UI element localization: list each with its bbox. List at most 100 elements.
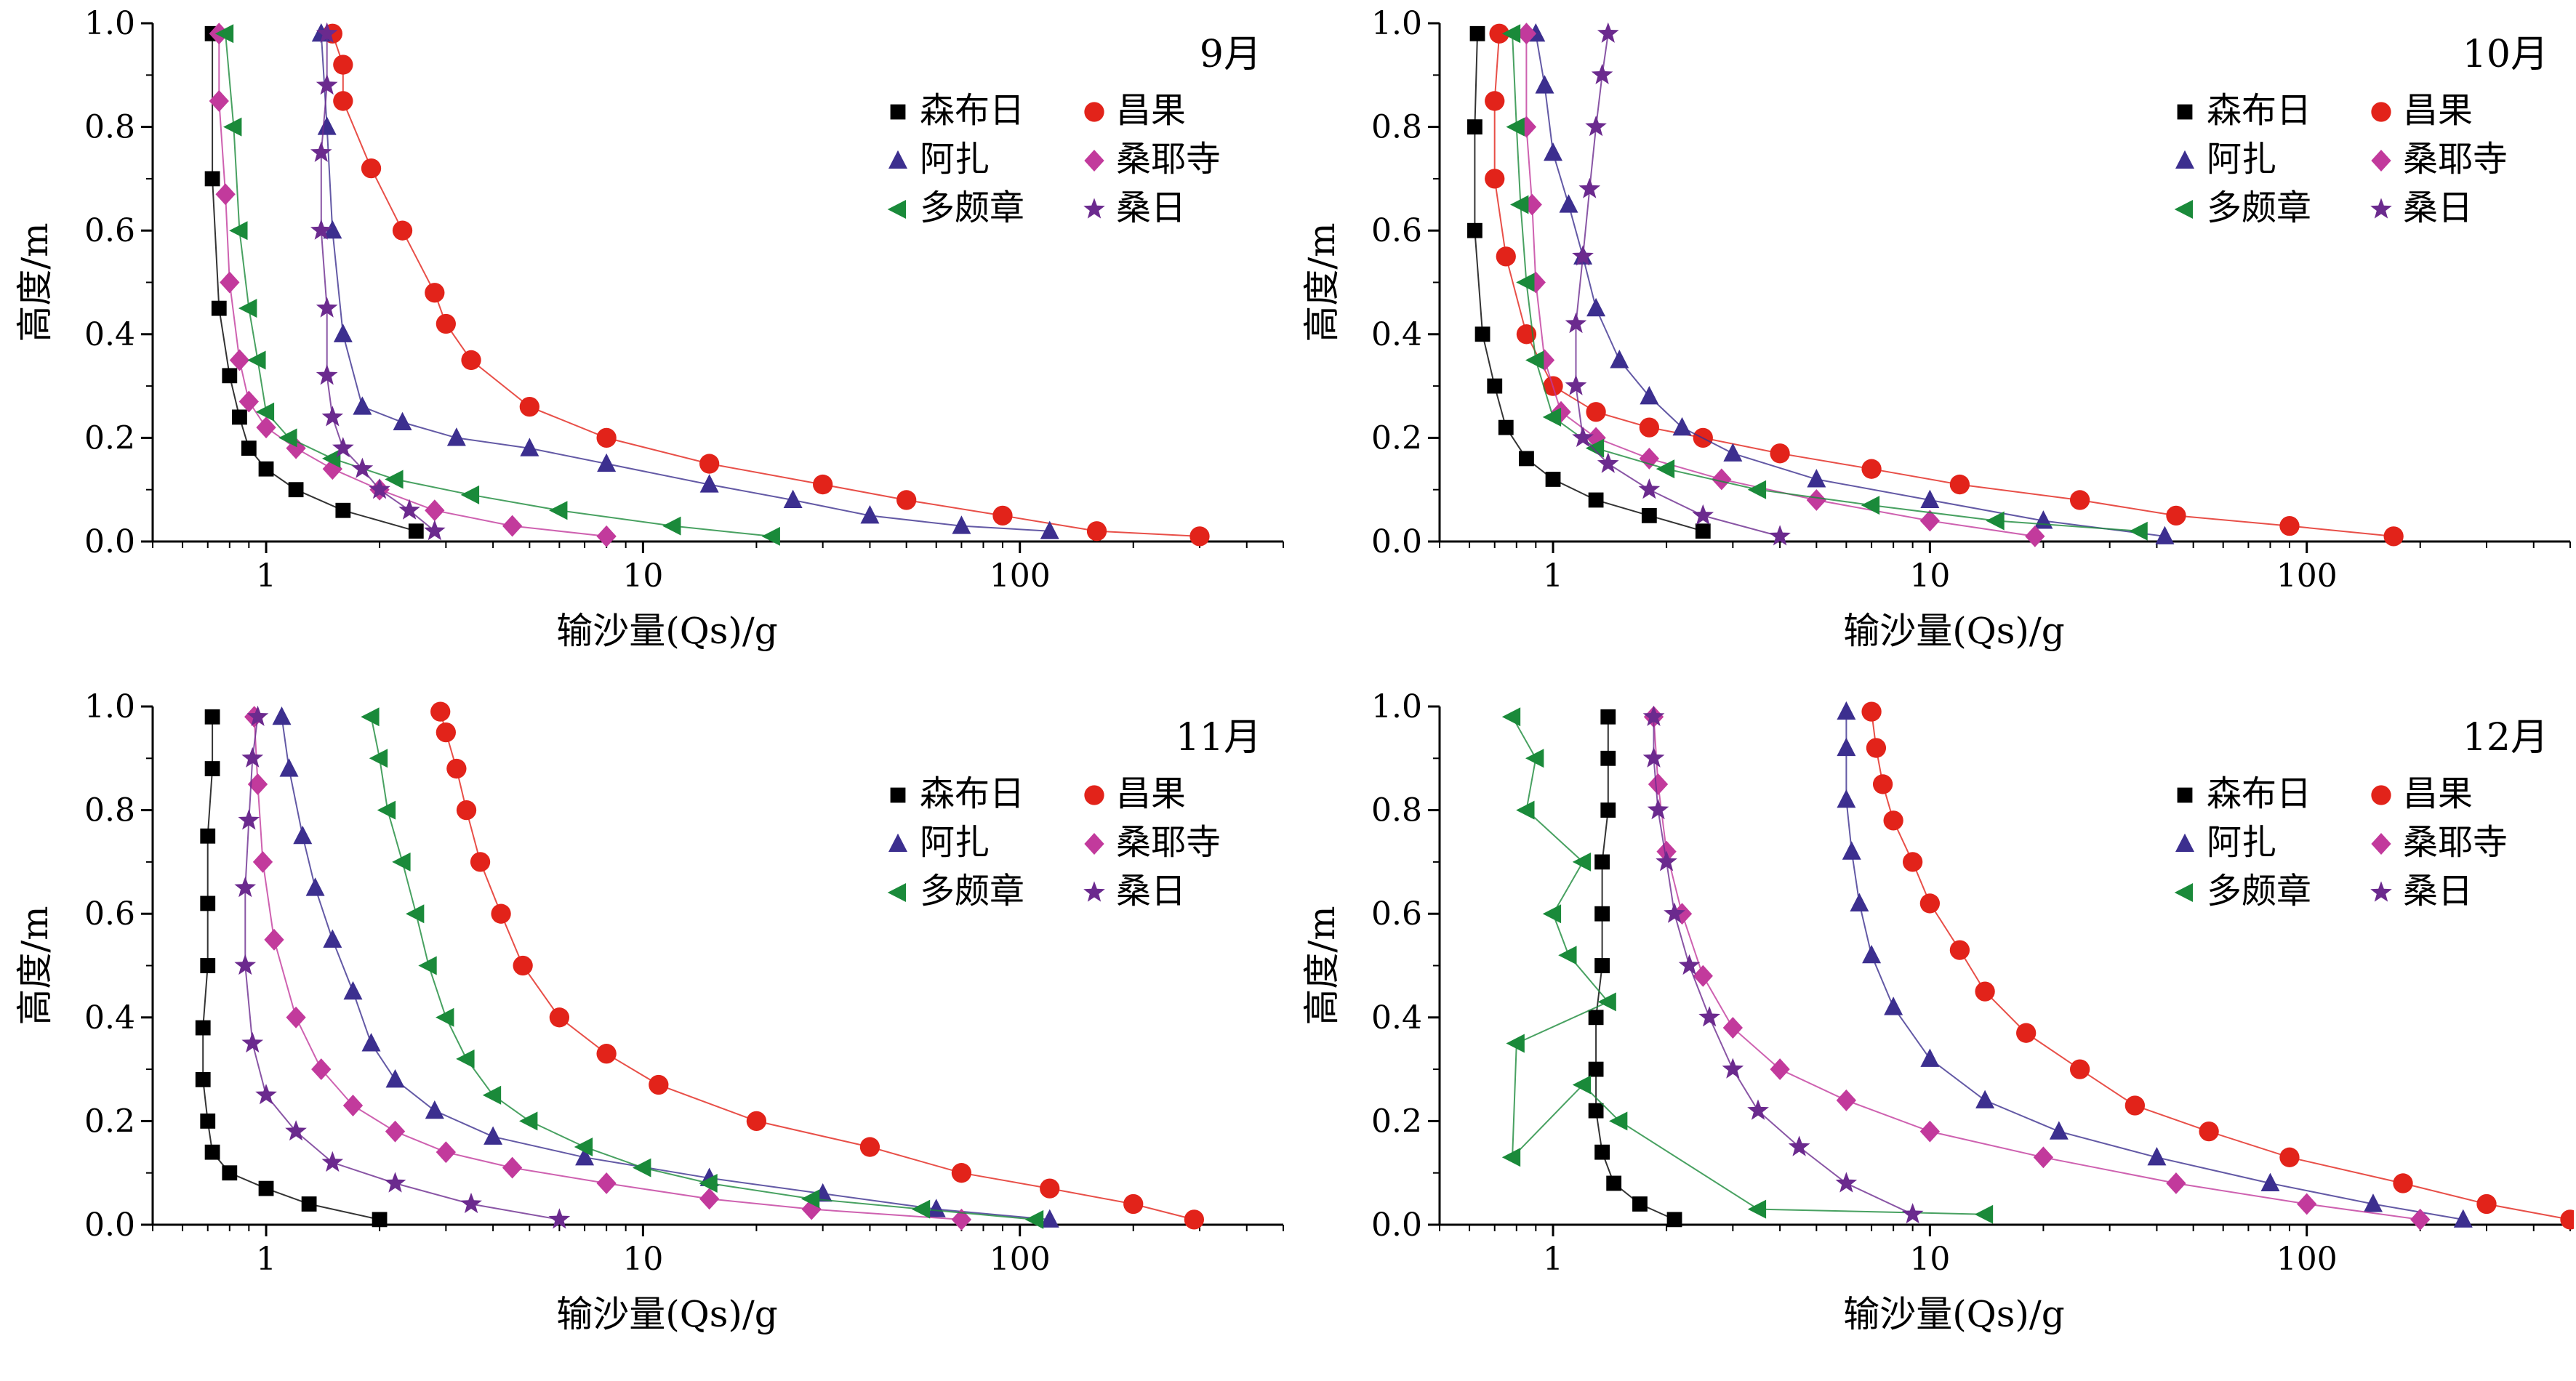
- fit-line: [320, 33, 1050, 532]
- data-point: [293, 825, 313, 845]
- data-point: [1597, 22, 1619, 43]
- legend-item: 桑日: [2370, 188, 2473, 228]
- chart-svg: 1 10 100 0.0 0.2 0.4 0.6 0.8 1.0 输沙量(Qs)/g 高度/m 10月…: [1301, 7, 2571, 652]
- legend-marker: [2174, 883, 2194, 902]
- legend-item: 昌果: [2371, 90, 2473, 131]
- fit-line: [212, 33, 417, 532]
- data-point: [246, 705, 269, 726]
- data-point: [1862, 944, 1882, 964]
- data-point: [1836, 1089, 1857, 1111]
- legend-item: 阿扎: [888, 822, 990, 863]
- data-point: [1588, 1010, 1604, 1026]
- y-axis-label: 高度/m: [14, 906, 56, 1025]
- data-point: [1901, 1203, 1924, 1224]
- legend-item: 阿扎: [888, 139, 990, 180]
- data-point: [384, 1172, 406, 1193]
- data-point: [1498, 419, 1514, 435]
- data-point: [1510, 195, 1529, 214]
- legend-item: 昌果: [1084, 90, 1186, 131]
- data-point: [1040, 1209, 1059, 1228]
- legend-item: 桑耶寺: [2371, 139, 2508, 180]
- data-point: [2025, 525, 2045, 547]
- data-point: [1600, 709, 1616, 725]
- fit-line: [1525, 33, 2036, 537]
- legend-item: 桑耶寺: [1084, 139, 1221, 180]
- data-point: [1695, 523, 1711, 539]
- data-point: [2166, 1172, 2186, 1194]
- data-point: [321, 406, 344, 427]
- chart-title: 9月: [1200, 33, 1261, 76]
- data-point: [1586, 297, 1606, 317]
- data-point: [278, 428, 297, 448]
- series-桑日: [234, 705, 571, 1229]
- legend-label: 桑日: [1116, 188, 1186, 228]
- data-point: [1591, 63, 1613, 84]
- data-point: [699, 1173, 718, 1193]
- data-point: [1597, 452, 1619, 473]
- data-point: [1850, 893, 1869, 911]
- data-point: [200, 1114, 216, 1129]
- data-point: [1883, 810, 1903, 831]
- data-point: [305, 877, 325, 896]
- chart-svg: 1 10 100 0.0 0.2 0.4 0.6 0.8 1.0 输沙量(Qs)/g 高度/m 12月…: [1301, 690, 2574, 1335]
- legend-label: 森布日: [2207, 90, 2311, 131]
- data-point: [1666, 1212, 1682, 1228]
- data-point: [1632, 1196, 1648, 1212]
- data-point: [258, 1180, 274, 1196]
- fit-line: [332, 33, 1200, 537]
- data-point: [200, 895, 216, 911]
- legend-marker: [2371, 102, 2391, 122]
- data-point: [951, 1163, 972, 1183]
- data-point: [596, 1172, 617, 1194]
- x-tick-label: 100: [990, 557, 1051, 595]
- data-point: [223, 117, 242, 137]
- data-point: [229, 221, 248, 241]
- fit-line: [218, 33, 607, 537]
- data-point: [351, 457, 374, 478]
- data-point: [2199, 1122, 2219, 1142]
- data-point: [342, 1095, 364, 1116]
- data-point: [1542, 407, 1562, 427]
- data-point: [813, 474, 833, 495]
- data-point: [279, 758, 299, 777]
- data-point: [333, 91, 353, 111]
- data-point: [1516, 273, 1535, 292]
- legend-item: 森布日: [2177, 90, 2311, 131]
- series-桑日: [1642, 705, 1924, 1224]
- data-point: [699, 474, 719, 493]
- data-point: [1501, 707, 1521, 727]
- legend-label: 桑耶寺: [2403, 139, 2508, 180]
- legend-marker: [890, 787, 906, 803]
- data-point: [425, 1100, 444, 1119]
- y-tick-label: 0.4: [84, 316, 135, 353]
- data-point: [1672, 416, 1692, 436]
- x-axis-label: 输沙量(Qs)/g: [1843, 610, 2065, 652]
- legend-marker: [2371, 833, 2391, 855]
- data-point: [372, 1212, 388, 1228]
- data-point: [2129, 521, 2148, 541]
- data-point: [1640, 386, 1659, 405]
- data-point: [436, 1141, 456, 1164]
- data-point: [2279, 1147, 2300, 1167]
- legend-marker: [2370, 881, 2392, 902]
- data-point: [317, 116, 337, 135]
- data-point: [1842, 841, 1861, 860]
- data-point: [361, 158, 382, 179]
- data-point: [2560, 1209, 2574, 1230]
- x-tick-label: 100: [990, 1241, 1051, 1278]
- data-point: [596, 525, 617, 547]
- data-point: [1692, 504, 1714, 525]
- legend-item: 阿扎: [2175, 822, 2276, 863]
- data-point: [264, 928, 284, 951]
- fit-line: [1512, 33, 2140, 532]
- data-point: [491, 903, 511, 924]
- legend-marker: [1083, 198, 1105, 219]
- data-point: [398, 499, 420, 520]
- legend-label: 多颇章: [2207, 871, 2311, 911]
- data-point: [2453, 1209, 2473, 1228]
- data-point: [519, 396, 539, 417]
- legend-label: 桑耶寺: [2403, 822, 2508, 863]
- data-point: [1919, 510, 1941, 532]
- y-tick-label: 0.6: [1371, 212, 1422, 249]
- data-point: [425, 283, 445, 303]
